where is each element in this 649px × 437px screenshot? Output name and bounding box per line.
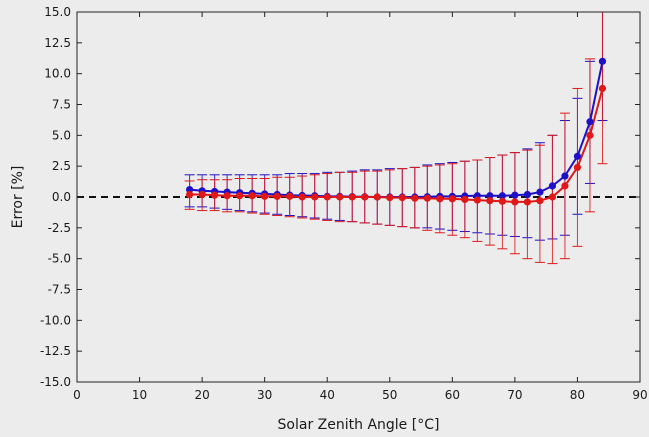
- data-point: [586, 118, 594, 126]
- data-point: [511, 191, 519, 199]
- data-point: [498, 197, 506, 205]
- x-tick-label: 20: [194, 388, 209, 402]
- data-point: [536, 188, 544, 196]
- data-point: [486, 197, 494, 205]
- x-tick-label: 40: [320, 388, 335, 402]
- y-tick-label: 2.5: [52, 159, 71, 173]
- data-point: [473, 196, 481, 204]
- data-point: [248, 192, 256, 200]
- series-line-2: [189, 88, 604, 203]
- y-tick-label: -5.0: [48, 252, 71, 266]
- data-point: [273, 192, 281, 200]
- data-point: [436, 195, 444, 203]
- y-tick-label: -12.5: [40, 344, 71, 358]
- x-tick-label: 90: [632, 388, 647, 402]
- data-point: [223, 192, 231, 200]
- data-point: [586, 131, 594, 139]
- x-tick-label: 70: [507, 388, 522, 402]
- data-point: [236, 192, 244, 200]
- y-tick-label: 10.0: [44, 67, 71, 81]
- data-point: [311, 193, 319, 201]
- y-tick-label: 7.5: [52, 98, 71, 112]
- x-tick-label: 0: [73, 388, 81, 402]
- data-point: [498, 192, 506, 200]
- data-point: [598, 84, 607, 93]
- x-axis-label: Solar Zenith Angle [°C]: [278, 417, 440, 433]
- x-tick-label: 50: [382, 388, 397, 402]
- data-point: [336, 193, 344, 201]
- x-tick-label: 30: [257, 388, 272, 402]
- data-point: [523, 198, 532, 206]
- x-tick-label: 60: [445, 388, 460, 402]
- data-point: [573, 152, 582, 160]
- data-point: [561, 182, 569, 190]
- data-point: [211, 191, 219, 199]
- data-point: [198, 190, 206, 199]
- data-point: [561, 172, 569, 180]
- y-tick-label: -15.0: [40, 375, 71, 389]
- y-tick-label: 0.0: [52, 190, 71, 204]
- y-axis-label: Error [%]: [10, 166, 26, 229]
- y-tick-label: -7.5: [48, 283, 71, 297]
- data-point: [286, 192, 294, 200]
- data-point: [511, 198, 519, 206]
- data-point: [486, 192, 494, 200]
- data-point: [461, 195, 469, 204]
- data-point: [523, 190, 532, 199]
- data-point: [261, 192, 269, 200]
- data-point: [186, 190, 194, 199]
- data-point: [323, 193, 331, 201]
- x-tick-label: 10: [132, 388, 147, 402]
- data-point: [536, 197, 544, 205]
- data-point: [348, 193, 356, 201]
- y-tick-label: -10.0: [40, 313, 71, 327]
- data-point: [373, 193, 381, 201]
- data-point: [573, 163, 582, 171]
- data-point: [598, 57, 607, 65]
- data-point: [548, 193, 557, 201]
- data-point: [548, 182, 557, 190]
- data-point: [386, 194, 394, 202]
- y-tick-label: -2.5: [48, 221, 71, 235]
- data-point: [398, 194, 406, 202]
- y-tick-label: 15.0: [44, 5, 71, 19]
- y-tick-label: 12.5: [44, 36, 71, 50]
- data-point: [448, 195, 456, 203]
- x-tick-label: 80: [570, 388, 585, 402]
- data-point: [361, 193, 369, 201]
- y-tick-label: 5.0: [52, 128, 71, 142]
- data-point: [186, 186, 194, 194]
- data-point: [411, 194, 419, 202]
- data-point: [423, 194, 431, 202]
- data-point: [298, 193, 306, 201]
